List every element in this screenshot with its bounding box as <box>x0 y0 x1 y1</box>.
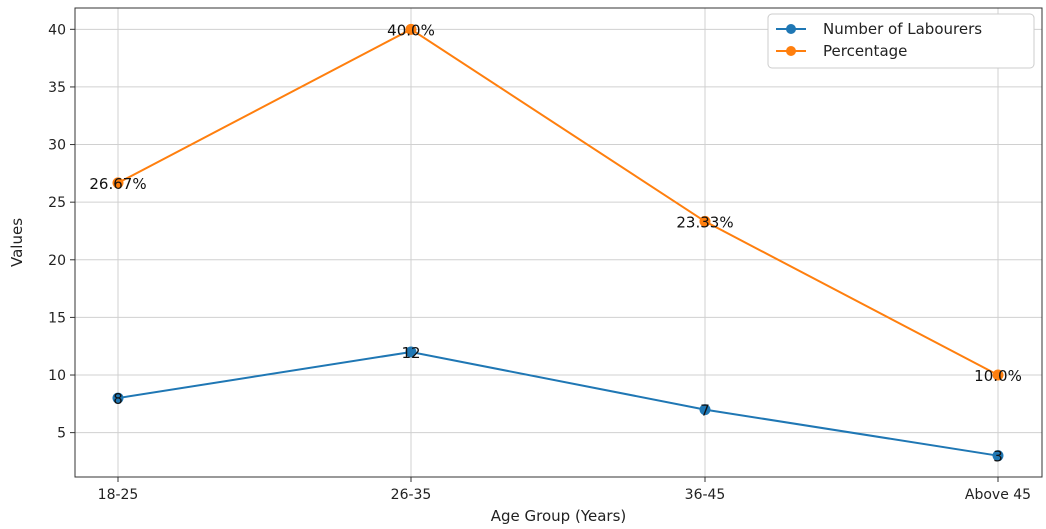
y-tick-label: 35 <box>48 80 66 96</box>
legend: Number of Labourers Percentage <box>768 14 1034 68</box>
plot-area-frame <box>75 8 1042 477</box>
series-lines <box>113 24 1004 461</box>
y-axis-ticks: 5 10 15 20 25 30 35 40 <box>48 22 75 441</box>
data-label: 23.33% <box>676 213 733 231</box>
y-tick-label: 15 <box>48 310 66 326</box>
legend-label: Percentage <box>823 42 907 60</box>
data-label: 8 <box>113 390 123 408</box>
data-label: 26.67% <box>89 175 146 193</box>
grid-lines <box>75 8 1042 477</box>
y-axis-title: Values <box>8 218 26 267</box>
legend-marker <box>786 24 796 34</box>
data-label: 10.0% <box>974 367 1022 385</box>
legend-marker <box>786 46 796 56</box>
x-tick-label: Above 45 <box>965 487 1031 503</box>
legend-label: Number of Labourers <box>823 20 982 38</box>
x-tick-label: 26-35 <box>391 487 432 503</box>
x-axis-title: Age Group (Years) <box>491 507 627 525</box>
data-label: 3 <box>993 448 1003 466</box>
y-tick-label: 20 <box>48 253 66 269</box>
x-tick-label: 18-25 <box>98 487 139 503</box>
y-tick-label: 40 <box>48 22 66 38</box>
data-label: 7 <box>700 402 710 420</box>
x-tick-label: 36-45 <box>685 487 726 503</box>
data-label: 40.0% <box>387 21 435 39</box>
y-tick-label: 30 <box>48 138 66 154</box>
data-label: 12 <box>401 344 420 362</box>
series-line-1 <box>118 352 998 456</box>
x-axis-ticks: 18-25 26-35 36-45 Above 45 <box>98 477 1031 503</box>
data-labels: 8 12 7 3 26.67% 40.0% 23.33% 10.0% <box>89 21 1021 465</box>
y-tick-label: 10 <box>48 368 66 384</box>
y-tick-label: 25 <box>48 195 66 211</box>
y-tick-label: 5 <box>57 426 66 442</box>
